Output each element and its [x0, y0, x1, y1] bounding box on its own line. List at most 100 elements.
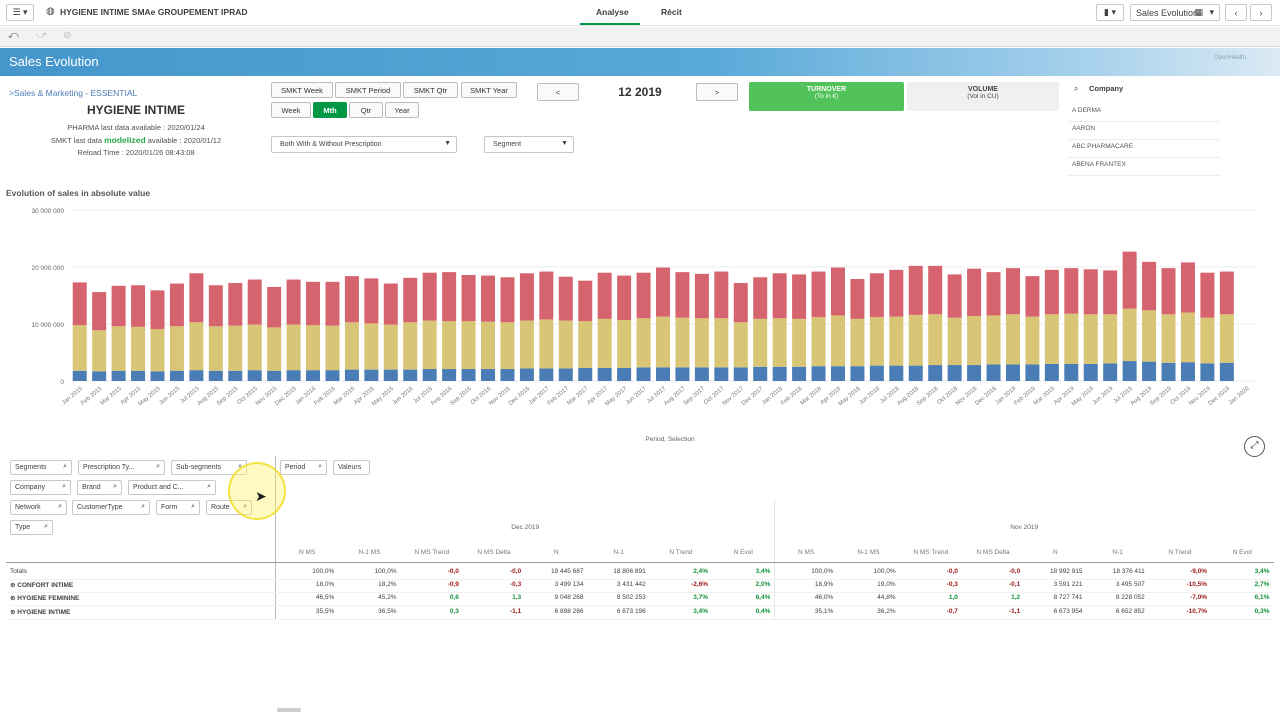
x-tick-label: Jun 2016: [392, 386, 415, 407]
table-cell: 3 431 442: [616, 581, 646, 588]
bar-segment: [947, 365, 962, 381]
company-list-item[interactable]: ABENA FRANTEX: [1068, 158, 1220, 176]
filter-company[interactable]: Company ⌕: [10, 480, 71, 495]
bar-segment: [442, 272, 457, 322]
week-button[interactable]: Week: [271, 102, 311, 118]
bar-segment: [1200, 272, 1215, 318]
table-cell: 8 228 052: [1115, 594, 1145, 601]
search-icon: ⌕: [318, 463, 322, 470]
tab-analyse[interactable]: Analyse: [596, 7, 629, 17]
filter-network[interactable]: Network ⌕: [10, 500, 67, 515]
previous-period-button[interactable]: <: [537, 83, 579, 101]
bar-segment: [150, 371, 165, 381]
x-tick-label: Mar 2017: [566, 386, 590, 407]
bar-segment: [422, 272, 437, 321]
table-row-label[interactable]: ⊕ HYGIENE FEMININE: [10, 595, 80, 602]
table-row-label[interactable]: ⊕ HYGIENE INTIME: [10, 609, 71, 616]
bar-segment: [364, 369, 379, 381]
smart-search-icon[interactable]: ⤺: [8, 30, 19, 41]
bar-segment: [869, 273, 884, 318]
bar-segment: [889, 365, 904, 381]
breadcrumb[interactable]: >Sales & Marketing - ESSENTIAL: [9, 88, 138, 98]
segment-dropdown[interactable]: Segment ▼: [484, 136, 574, 153]
filter-valeurs[interactable]: Valeurs: [333, 460, 370, 475]
bar-segment: [1122, 251, 1137, 309]
bar-segment: [1122, 308, 1137, 362]
search-icon[interactable]: ⌕: [1074, 84, 1079, 93]
tab-recit[interactable]: Récit: [661, 7, 682, 17]
bar-segment: [150, 329, 165, 372]
clear-selections-icon[interactable]: ⊘: [63, 30, 72, 41]
smkt-qtr-button[interactable]: SMKT Qtr: [403, 82, 458, 98]
x-tick-label: Jan 2020: [1228, 386, 1251, 407]
filter-form[interactable]: Form ⌕: [156, 500, 200, 515]
quarter-button[interactable]: Qtr: [349, 102, 383, 118]
modelized-label: modelized: [104, 135, 146, 145]
turnover-button[interactable]: TURNOVER (To in €): [749, 82, 904, 111]
bar-segment: [383, 324, 398, 370]
previous-sheet-button[interactable]: ‹: [1225, 4, 1247, 21]
table-row-label[interactable]: ⊕ CONFORT INTIME: [10, 582, 74, 589]
filter-customer-type[interactable]: CustomerType ⌕: [72, 500, 150, 515]
filter-brand[interactable]: Brand ⌕: [77, 480, 122, 495]
bar-segment: [111, 326, 126, 371]
filter-type[interactable]: Type ⌕: [10, 520, 53, 535]
x-tick-label: Sep 2015: [216, 386, 240, 408]
chevron-down-icon: ▾: [1209, 7, 1214, 17]
next-period-button[interactable]: >: [696, 83, 738, 101]
pharma-last-data: PHARMA last data available : 2020/01/24: [67, 123, 205, 132]
bar-segment: [1103, 270, 1118, 315]
smkt-year-button[interactable]: SMKT Year: [461, 82, 517, 98]
table-cell: -0,3: [509, 581, 522, 588]
filter-product[interactable]: Product and C... ⌕: [128, 480, 216, 495]
pivot-divider: [275, 456, 276, 620]
bar-segment: [306, 370, 321, 381]
month-header: Dec 2019: [511, 524, 540, 531]
x-tick-label: Mar 2015: [100, 386, 124, 407]
table-cell: 18 806 891: [613, 568, 646, 575]
bar-segment: [72, 282, 87, 326]
bar-segment: [286, 324, 301, 371]
fullscreen-button[interactable]: ⤢: [1244, 436, 1265, 457]
totals-row-label: Totals: [10, 568, 27, 575]
prescription-dropdown[interactable]: Both With & Without Prescription ▼: [271, 136, 457, 153]
search-icon: ⌕: [156, 463, 160, 470]
table-cell: 100,0%: [374, 568, 397, 575]
filter-prescription-type[interactable]: Prescription Ty... ⌕: [78, 460, 165, 475]
bar-segment: [403, 369, 418, 381]
table-cell: 100,0%: [873, 568, 896, 575]
bar-segment: [364, 278, 379, 324]
table-cell: -0,0: [946, 568, 958, 575]
bar-segment: [811, 366, 826, 381]
filter-period[interactable]: Period ⌕: [280, 460, 327, 475]
company-list-item[interactable]: ABC PHARMACARE: [1068, 140, 1220, 158]
next-sheet-button[interactable]: ›: [1250, 4, 1272, 21]
smkt-week-button[interactable]: SMKT Week: [271, 82, 333, 98]
company-list-item[interactable]: AARON: [1068, 122, 1220, 140]
caret-down-icon: ▼: [561, 140, 568, 147]
table-cell: -10,7%: [1186, 608, 1208, 615]
company-list-item[interactable]: A DERMA: [1068, 104, 1220, 122]
step-forward-icon[interactable]: ⤻: [36, 30, 47, 41]
bar-segment: [481, 275, 496, 322]
month-button[interactable]: Mth: [313, 102, 347, 118]
table-cell: 1,2: [1011, 594, 1021, 601]
table-cell: -2,6%: [691, 581, 709, 588]
horizontal-scrollbar[interactable]: [277, 708, 301, 712]
filter-segments[interactable]: Segments ⌕: [10, 460, 72, 475]
year-button[interactable]: Year: [385, 102, 419, 118]
bar-segment: [753, 318, 768, 367]
sheet-grid-icon: ▦: [1194, 7, 1203, 17]
column-header: N: [553, 549, 559, 556]
bar-segment: [889, 316, 904, 366]
table-cell: 36,5%: [378, 608, 397, 615]
smkt-period-button[interactable]: SMKT Period: [335, 82, 401, 98]
volume-button[interactable]: VOLUME (Vol in CU): [907, 82, 1059, 111]
bar-segment: [267, 327, 282, 371]
sheet-selector[interactable]: Sales Evolution ▦ ▾: [1130, 4, 1220, 21]
bar-segment: [714, 318, 729, 368]
hamburger-menu-button[interactable]: ☰ ▾: [6, 4, 34, 21]
bookmark-button[interactable]: ▮ ▾: [1096, 4, 1124, 21]
bar-segment: [461, 274, 476, 322]
table-cell: -1,1: [509, 608, 522, 615]
